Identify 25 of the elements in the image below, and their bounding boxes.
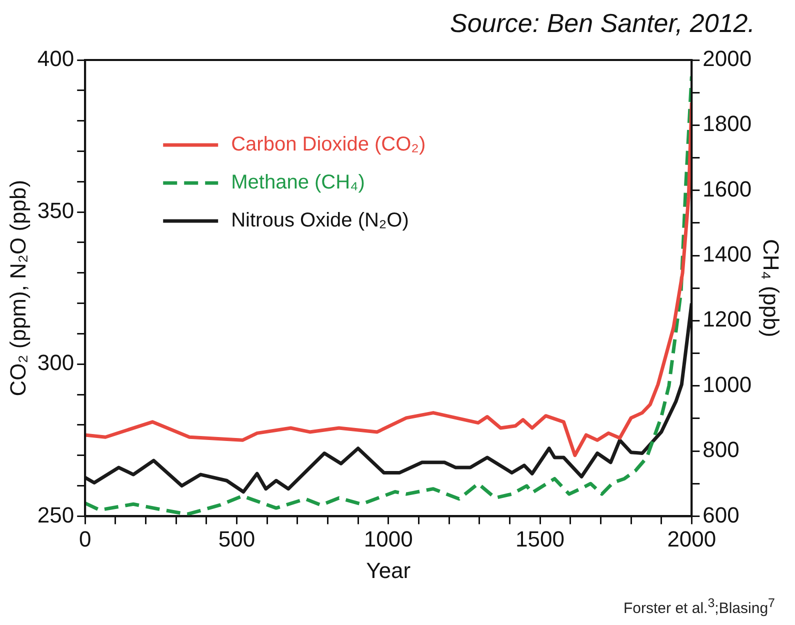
legend-label: Nitrous Oxide (N₂O) <box>231 210 409 232</box>
y-axis-title: CO₂ (ppm), N₂O (ppb) <box>5 180 30 396</box>
y2-tick-label: 1800 <box>702 111 752 136</box>
y2-tick-label: 1400 <box>702 242 752 267</box>
y2-tick-label: 2000 <box>702 46 752 72</box>
y2-tick-label: 1200 <box>702 306 752 332</box>
y2-axis-title: CH₄ (ppb) <box>758 238 784 338</box>
x-tick-label: 1000 <box>364 526 413 552</box>
y-tick-label: 250 <box>37 502 74 528</box>
x-tick-label: 0 <box>78 526 92 552</box>
y2-tick-label: 1000 <box>702 372 752 397</box>
x-tick-label: 500 <box>218 526 256 552</box>
y2-tick-label: 1600 <box>702 176 752 202</box>
x-tick-label: 2000 <box>667 526 716 552</box>
source-note: Source: Ben Santer, 2012. <box>450 8 755 39</box>
y2-tick-label: 600 <box>702 502 740 528</box>
y-tick-label: 300 <box>37 350 74 376</box>
y-tick-label: 350 <box>37 198 74 224</box>
y2-tick-label: 800 <box>702 437 740 462</box>
x-tick-label: 1500 <box>516 526 564 552</box>
text: Forster et al.$^{3}$;Blasing$^{7}$ <box>624 596 775 617</box>
x-axis-title: Year <box>366 558 411 583</box>
legend-label: Carbon Dioxide (CO₂) <box>231 134 426 156</box>
legend-label: Methane (CH₄) <box>231 172 365 194</box>
y-tick-label: 400 <box>37 46 74 72</box>
